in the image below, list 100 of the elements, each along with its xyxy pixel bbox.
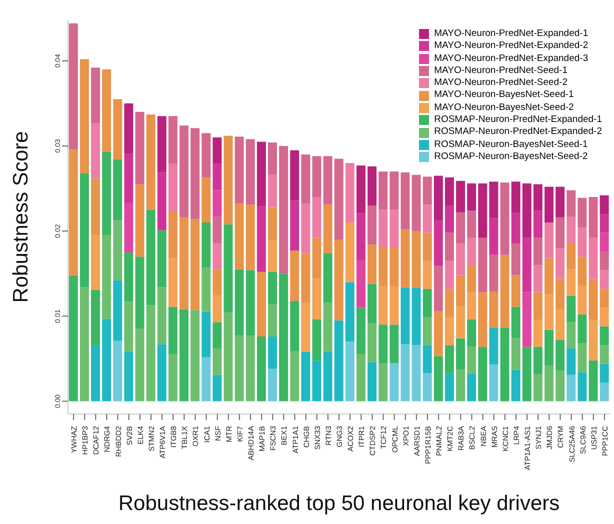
bar [390,362,399,402]
bar [124,154,134,203]
bar [422,316,432,346]
bar [345,342,354,402]
bar [456,180,466,212]
bar [556,248,565,279]
bar [378,171,388,210]
bar [478,183,488,238]
bar [290,351,300,402]
bar [91,290,100,346]
bar [80,173,89,288]
bar [422,373,432,402]
bar [566,322,576,348]
bar [256,336,266,402]
bar [600,308,609,326]
bar [390,210,399,248]
bar [600,288,609,308]
bar [489,254,498,292]
bar [323,156,332,205]
bar [566,374,576,402]
bar [456,275,466,307]
bar [600,345,609,364]
bar [588,360,598,402]
bar [390,248,399,286]
bar [400,229,410,288]
bar [135,112,144,184]
bar [246,139,255,205]
bar [489,364,498,402]
bar [212,322,222,348]
bar [368,206,377,245]
bar [256,206,266,272]
bar [467,265,476,292]
bar [113,280,122,341]
bar [556,278,565,310]
bar [600,232,609,252]
bar [444,316,454,346]
bar [312,156,322,197]
bar [356,260,366,308]
bar [489,182,498,218]
legend-label: MAYO-Neuron-BayesNet-Seed-2 [434,102,574,114]
bar [113,160,122,220]
bar [578,286,587,314]
bar [566,242,576,270]
bar [478,292,488,347]
bar [444,232,454,261]
bar [533,320,542,347]
bar [368,166,377,206]
bar [290,200,300,251]
legend-label: ROSMAP-Neuron-PredNet-Expanded-1 [434,114,602,126]
bar [268,142,277,175]
bar [456,212,466,244]
bar [444,373,454,402]
bar [212,269,222,296]
bar [68,275,78,402]
bar [511,182,520,214]
bar [312,320,322,360]
bar [312,238,322,279]
bar [157,172,166,230]
bar [422,288,432,317]
bar [179,126,188,218]
bar [91,346,100,402]
bar [246,270,255,336]
bar [212,190,222,217]
bar [224,136,233,224]
bar [533,346,542,374]
bar [246,336,255,402]
bar [135,184,144,257]
bar [334,240,344,320]
bar [290,300,300,352]
bar [544,294,554,330]
bar [422,204,432,233]
bar [578,343,587,372]
bar [234,269,244,336]
bar [600,214,609,233]
bar [600,326,609,346]
bar [511,275,520,307]
bar [434,311,443,356]
bar [102,318,112,402]
bar [556,217,565,248]
legend-label: ROSMAP-Neuron-PredNet-Expanded-2 [434,126,602,139]
bar [168,164,178,212]
bar [323,302,332,352]
legend-label: MAYO-Neuron-PredNet-Seed-1 [434,64,568,78]
bar [334,158,344,240]
bar [268,207,277,240]
bar [168,354,178,402]
bar [511,244,520,276]
bar [444,288,454,317]
bar [124,352,134,402]
x-axis-title: Robustness-ranked top 50 neuronal key drivers [118,492,560,515]
bar [444,345,454,374]
bar [124,202,134,252]
bar [224,312,233,402]
bar [124,302,134,352]
bar [157,287,166,344]
bar [91,122,100,178]
bar [456,338,466,370]
bar [190,128,200,220]
bar [179,217,188,310]
bar [422,260,432,289]
